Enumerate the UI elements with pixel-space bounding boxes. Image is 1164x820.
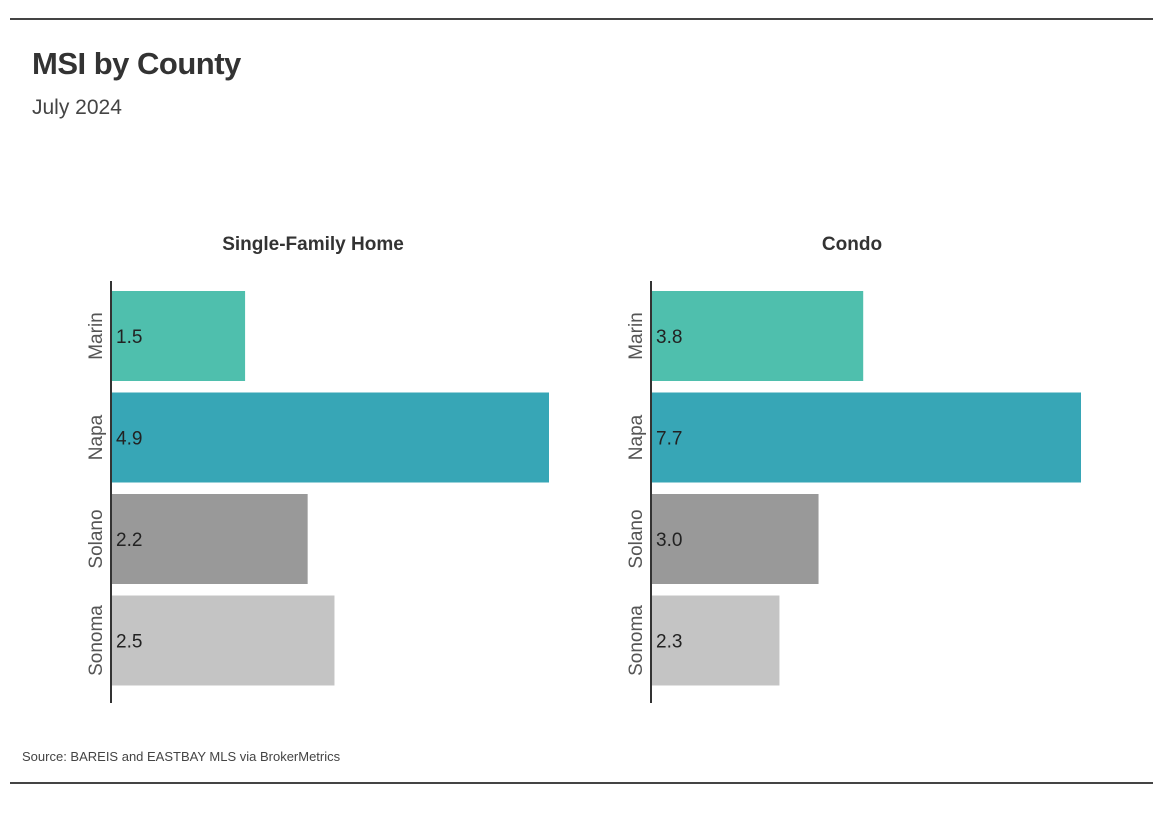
bar-solano	[651, 494, 819, 584]
chart-title: MSI by County	[32, 46, 241, 81]
category-label: Marin	[626, 312, 647, 360]
bar-sonoma	[651, 595, 780, 686]
category-label: Napa	[626, 414, 647, 460]
source-note: Source: BAREIS and EASTBAY MLS via Broke…	[22, 749, 341, 764]
value-label: 7.7	[656, 429, 682, 450]
value-label: 2.2	[116, 530, 142, 551]
value-label: 1.5	[116, 327, 142, 348]
category-label: Sonoma	[86, 605, 107, 676]
value-label: 2.5	[116, 632, 142, 653]
bar-marin	[111, 291, 246, 381]
value-label: 3.8	[656, 327, 682, 348]
bar-napa	[111, 392, 549, 483]
category-label: Solano	[626, 509, 647, 568]
value-label: 2.3	[656, 632, 682, 653]
value-label: 3.0	[656, 530, 682, 551]
panel-title: Single-Family Home	[222, 234, 404, 255]
value-label: 4.9	[116, 429, 142, 450]
bar-solano	[111, 494, 308, 584]
bar-napa	[651, 392, 1081, 483]
bar-marin	[651, 291, 864, 381]
chart-subtitle: July 2024	[32, 96, 122, 119]
bar-sonoma	[111, 595, 335, 686]
panel-title: Condo	[822, 234, 882, 255]
category-label: Napa	[86, 414, 107, 460]
bottom-rule	[10, 782, 1153, 784]
category-label: Sonoma	[626, 605, 647, 676]
top-rule	[10, 18, 1153, 20]
category-label: Marin	[86, 312, 107, 360]
category-label: Solano	[86, 509, 107, 568]
